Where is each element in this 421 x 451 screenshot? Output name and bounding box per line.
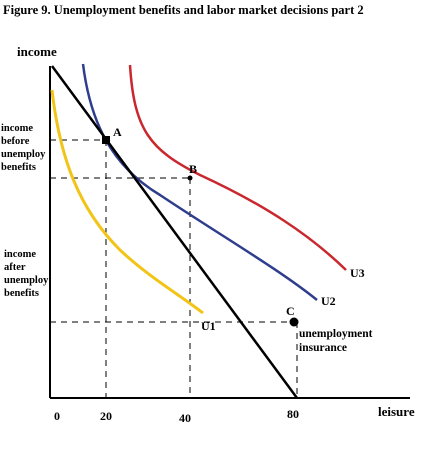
income-before-annotation: income before unemploy benefits <box>1 123 46 173</box>
indifference-curve-u3 <box>128 64 347 271</box>
insurance-label-line-1: unemployment <box>299 328 373 340</box>
point-b-marker <box>187 175 193 181</box>
income-after-annotation: income after unemploy benefits <box>4 249 49 299</box>
indifference-curve-u1 <box>50 89 204 315</box>
income-before-line-1: income <box>1 123 33 134</box>
point-a-label: A <box>113 125 122 139</box>
budget-line <box>50 65 299 399</box>
point-b-label: B <box>189 162 197 176</box>
income-after-line-3: unemploy <box>4 275 49 286</box>
income-after-line-2: after <box>4 262 26 273</box>
point-c-marker <box>289 317 299 327</box>
x-tick-80: 80 <box>287 407 299 421</box>
figure-title: Figure 9. Unemployment benefits and labo… <box>3 3 364 17</box>
income-before-line-3: unemploy <box>1 149 46 160</box>
x-axis-label: leisure <box>378 404 415 419</box>
y-axis-label: income <box>17 44 57 59</box>
income-before-line-2: before <box>1 136 30 147</box>
point-a-marker <box>102 136 110 144</box>
x-tick-0: 0 <box>54 409 60 423</box>
income-after-line-1: income <box>4 249 36 260</box>
income-after-line-4: benefits <box>4 288 39 299</box>
insurance-label-line-2: insurance <box>299 342 347 354</box>
curve-label-u1: U1 <box>201 319 216 333</box>
point-c-label: C <box>286 304 295 318</box>
curve-label-u2: U2 <box>321 294 336 308</box>
income-before-line-4: benefits <box>1 162 36 173</box>
indifference-curve-u2 <box>81 63 318 301</box>
x-tick-20: 20 <box>100 409 112 423</box>
curve-label-u3: U3 <box>350 266 365 280</box>
x-tick-40: 40 <box>179 411 191 425</box>
